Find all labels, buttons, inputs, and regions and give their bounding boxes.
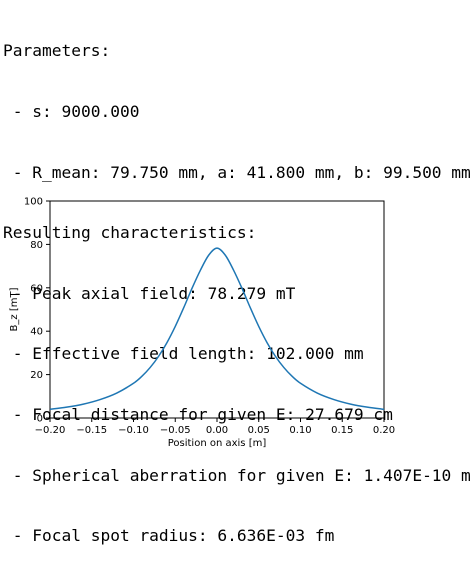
output-line-peak-field: - Peak axial field: 78.279 mT: [3, 283, 296, 303]
x-axis-ticks: −0.20 −0.15 −0.10 −0.05 0.00 0.05 0.10 0.15 0.20: [35, 418, 395, 436]
y-tick-label: 20: [30, 370, 43, 381]
y-tick-label: 80: [30, 240, 43, 251]
x-tick-label: −0.20: [35, 425, 66, 436]
output-line-s: - s: 9000.000: [3, 102, 140, 121]
y-tick-label: 100: [24, 197, 43, 208]
x-tick-label: −0.05: [160, 425, 191, 436]
output-line-focal-spot-radius: - Focal spot radius: 6.636E-03 fm: [3, 526, 335, 546]
x-tick-label: −0.10: [118, 425, 149, 436]
series-line: [49, 247, 385, 411]
y-axis-ticks: 0 20 40 60 80 100: [24, 197, 50, 425]
output-line-dimensions: - R_mean: 79.750 mm, a: 41.800 mm, b: 99…: [3, 162, 471, 182]
x-tick-label: 0.10: [289, 425, 311, 436]
output-line-results-heading: Resulting characteristics:: [3, 223, 257, 243]
x-tick-label: 0.00: [206, 425, 228, 436]
x-tick-label: 0.20: [373, 425, 395, 436]
output-line-spherical-aberration: - Spherical aberration for given E: 1.40…: [3, 465, 471, 485]
plot-frame: [49, 200, 385, 419]
output-line-parameters-heading: Parameters:: [3, 41, 111, 61]
field-profile-chart: −0.20 −0.15 −0.10 −0.05 0.00 0.05 0.10 0.15 0.20…: [0, 190, 471, 463]
y-tick-label: 40: [30, 327, 43, 338]
x-tick-label: 0.05: [248, 425, 270, 436]
x-tick-label: −0.15: [76, 425, 107, 436]
y-tick-label: 60: [30, 283, 43, 294]
x-axis-label: Position on axis [m]: [168, 438, 267, 449]
output-line-effective-length: - Effective field length: 102.000 mm: [3, 344, 364, 364]
output-line-focal-distance: - Focal distance for given E: 27.679 cm: [3, 404, 393, 424]
y-tick-label: 0: [37, 414, 43, 425]
x-tick-label: 0.15: [331, 425, 353, 436]
chart-svg: −0.20 −0.15 −0.10 −0.05 0.00 0.05 0.10 0.15 0.20…: [9, 197, 395, 450]
y-axis-label: B_z [mT]: [9, 287, 20, 331]
